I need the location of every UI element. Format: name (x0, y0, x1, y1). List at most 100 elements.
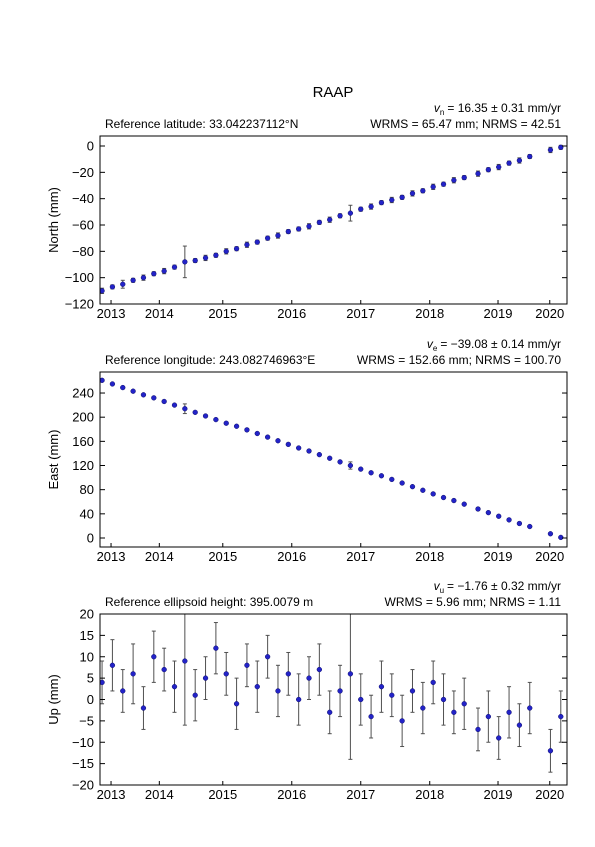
data-point (109, 381, 116, 387)
data-point (496, 735, 502, 741)
data-point (100, 377, 105, 383)
velocity-subscript: n (440, 108, 444, 117)
data-point (430, 491, 436, 497)
data-point (192, 409, 198, 416)
y-tick-label: 160 (72, 434, 94, 449)
x-tick-label: 2015 (208, 549, 237, 564)
x-tick-label: 2018 (415, 787, 444, 802)
data-point (558, 713, 564, 720)
data-point (420, 188, 426, 194)
data-point (223, 671, 229, 677)
x-tick-label: 2015 (208, 306, 237, 321)
y-axis-label: East (mm) (46, 430, 61, 490)
x-tick-label: 2013 (97, 306, 126, 321)
data-point (516, 520, 523, 527)
velocity-symbol: v (427, 337, 434, 351)
data-point (244, 242, 250, 248)
y-tick-label: −15 (72, 756, 94, 771)
velocity-text: = −1.76 ± 0.32 mm/yr (447, 579, 561, 593)
x-tick-label: 2019 (484, 787, 513, 802)
data-point (409, 190, 416, 197)
data-point (451, 709, 457, 715)
data-point (347, 671, 354, 677)
data-point (192, 692, 198, 698)
data-point (161, 398, 167, 405)
plot-area (100, 377, 564, 541)
data-point (130, 277, 136, 283)
y-tick-label: 10 (80, 649, 94, 664)
reference-label: Reference latitude: 33.042237112°N (105, 117, 298, 131)
data-point (430, 679, 436, 686)
x-tick-label: 2013 (97, 787, 126, 802)
data-point (306, 448, 312, 454)
data-point (558, 144, 564, 150)
x-tick-label: 2018 (415, 549, 444, 564)
y-tick-label: 0 (87, 139, 94, 154)
reference-label: Reference ellipsoid height: 395.0079 m (105, 595, 313, 609)
velocity-label: vn = 16.35 ± 0.31 mm/yr (434, 101, 561, 117)
data-point (140, 705, 147, 711)
y-tick-label: 20 (80, 607, 94, 622)
velocity-subscript: e (433, 344, 438, 353)
data-point (389, 476, 395, 483)
data-point (233, 246, 240, 252)
data-point (358, 696, 364, 703)
data-point (516, 722, 523, 728)
data-point (306, 223, 312, 229)
data-point (254, 239, 260, 245)
data-point (140, 392, 147, 398)
data-point (182, 406, 188, 412)
data-point (223, 248, 229, 254)
x-tick-label: 2016 (277, 549, 306, 564)
data-point (347, 210, 354, 216)
data-point (558, 534, 564, 541)
data-point (440, 494, 447, 501)
data-point (378, 473, 385, 479)
data-point (202, 413, 209, 419)
data-point (389, 692, 395, 698)
y-tick-label: 40 (80, 506, 94, 521)
y-tick-label: −60 (72, 218, 94, 233)
data-point (264, 235, 271, 241)
y-tick-label: 80 (80, 482, 94, 497)
data-point (264, 434, 271, 440)
data-point (213, 252, 219, 258)
data-point (451, 497, 457, 504)
data-point (182, 658, 188, 664)
data-point (440, 181, 447, 187)
data-point (109, 662, 116, 668)
plot-frame (99, 371, 568, 548)
data-point (120, 281, 126, 287)
data-point (275, 438, 281, 444)
velocity-label: vu = −1.76 ± 0.32 mm/yr (434, 579, 561, 595)
data-point (506, 160, 512, 166)
y-tick-label: −10 (72, 735, 94, 750)
data-point (244, 662, 250, 668)
data-point (420, 705, 426, 711)
data-point (475, 171, 481, 177)
y-tick-label: 15 (80, 628, 94, 643)
data-point (130, 671, 136, 677)
velocity-text: = 16.35 ± 0.31 mm/yr (447, 101, 561, 115)
data-point (547, 748, 554, 754)
data-point (213, 416, 219, 423)
data-point (399, 480, 405, 486)
data-point (130, 388, 136, 394)
data-point (316, 219, 323, 226)
y-tick-label: −20 (72, 165, 94, 180)
data-point (161, 666, 167, 673)
data-point (285, 671, 291, 677)
data-point (306, 675, 312, 681)
x-tick-label: 2019 (484, 549, 513, 564)
data-point (161, 268, 167, 274)
stats-label: WRMS = 5.96 mm; NRMS = 1.11 (385, 595, 562, 609)
data-point (430, 184, 436, 190)
data-point (151, 271, 157, 277)
data-point (337, 213, 343, 219)
data-point (100, 679, 105, 686)
x-tick-label: 2020 (535, 306, 564, 321)
data-point (337, 459, 343, 465)
y-tick-label: 5 (87, 671, 94, 686)
